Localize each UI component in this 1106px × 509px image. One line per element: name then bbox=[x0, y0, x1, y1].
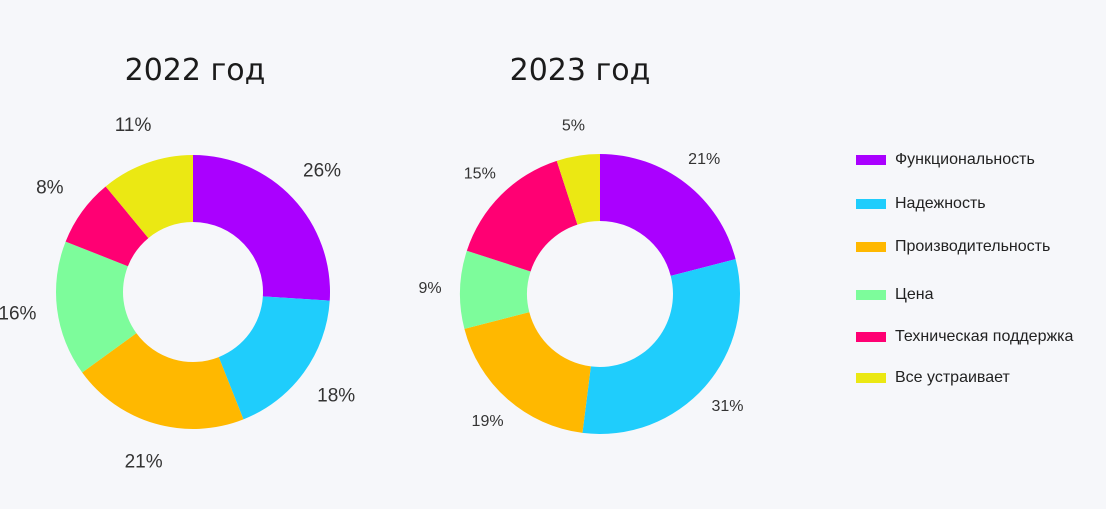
chart-title: 2023 год bbox=[510, 53, 651, 88]
donut-slice-Цена bbox=[460, 250, 531, 329]
legend-label: Надежность bbox=[895, 195, 986, 212]
legend-label: Функциональность bbox=[895, 151, 1035, 168]
donut-slice-Надежность bbox=[218, 296, 330, 420]
slice-value-label: 11% bbox=[115, 115, 152, 136]
donut-slice-Функциональность bbox=[193, 155, 330, 301]
legend-item-functionality: Функциональность bbox=[856, 150, 1035, 170]
legend-swatch bbox=[856, 155, 886, 165]
slice-value-label: 26% bbox=[303, 160, 341, 181]
legend-label: Цена bbox=[895, 286, 934, 303]
donut-slice-Производительность bbox=[464, 312, 591, 433]
slice-value-label: 15% bbox=[464, 165, 496, 182]
slice-value-label: 21% bbox=[125, 451, 163, 472]
legend-label: Все устраивает bbox=[895, 369, 1010, 386]
legend-swatch bbox=[856, 332, 886, 342]
donut-slice-Надежность bbox=[582, 259, 740, 434]
donut-chart-2: 2023 год 21% 31% 19% 9% 15% 5% bbox=[419, 53, 744, 434]
donut-slice-Функциональность bbox=[600, 154, 736, 276]
donut-chart-1: 2022 год 26% 18% 21% 16% 8% 11% bbox=[0, 53, 355, 472]
legend-swatch bbox=[856, 373, 886, 383]
slice-value-label: 18% bbox=[317, 386, 355, 407]
legend-swatch bbox=[856, 290, 886, 300]
legend-label: Техническая поддержка bbox=[895, 328, 1074, 345]
legend-swatch bbox=[856, 242, 886, 252]
donut-slice-Техническая поддержка bbox=[65, 186, 149, 267]
donut-slice-Все устраивает bbox=[105, 155, 193, 239]
legend-item-satisfied: Все устраивает bbox=[856, 368, 1010, 388]
slice-value-label: 16% bbox=[0, 304, 37, 325]
donut-slice-Все устраивает bbox=[556, 154, 600, 225]
donut-slice-Техническая поддержка bbox=[466, 160, 578, 272]
chart-title: 2022 год bbox=[125, 53, 266, 88]
slice-value-label: 31% bbox=[712, 398, 744, 415]
legend-item-support: Техническая поддержка bbox=[856, 327, 1073, 347]
legend-item-price: Цена bbox=[856, 285, 933, 305]
slice-value-label: 21% bbox=[688, 151, 720, 168]
donut-slice-Цена bbox=[55, 241, 137, 373]
slice-value-label: 5% bbox=[562, 118, 585, 135]
legend-label: Производительность bbox=[895, 238, 1051, 255]
slice-value-label: 8% bbox=[36, 177, 64, 198]
legend-item-performance: Производительность bbox=[856, 237, 1050, 257]
legend-swatch bbox=[856, 199, 886, 209]
slice-value-label: 9% bbox=[419, 280, 442, 297]
legend-item-reliability: Надежность bbox=[856, 194, 986, 214]
donut-slice-Производительность bbox=[82, 333, 244, 429]
slice-value-label: 19% bbox=[472, 413, 504, 430]
